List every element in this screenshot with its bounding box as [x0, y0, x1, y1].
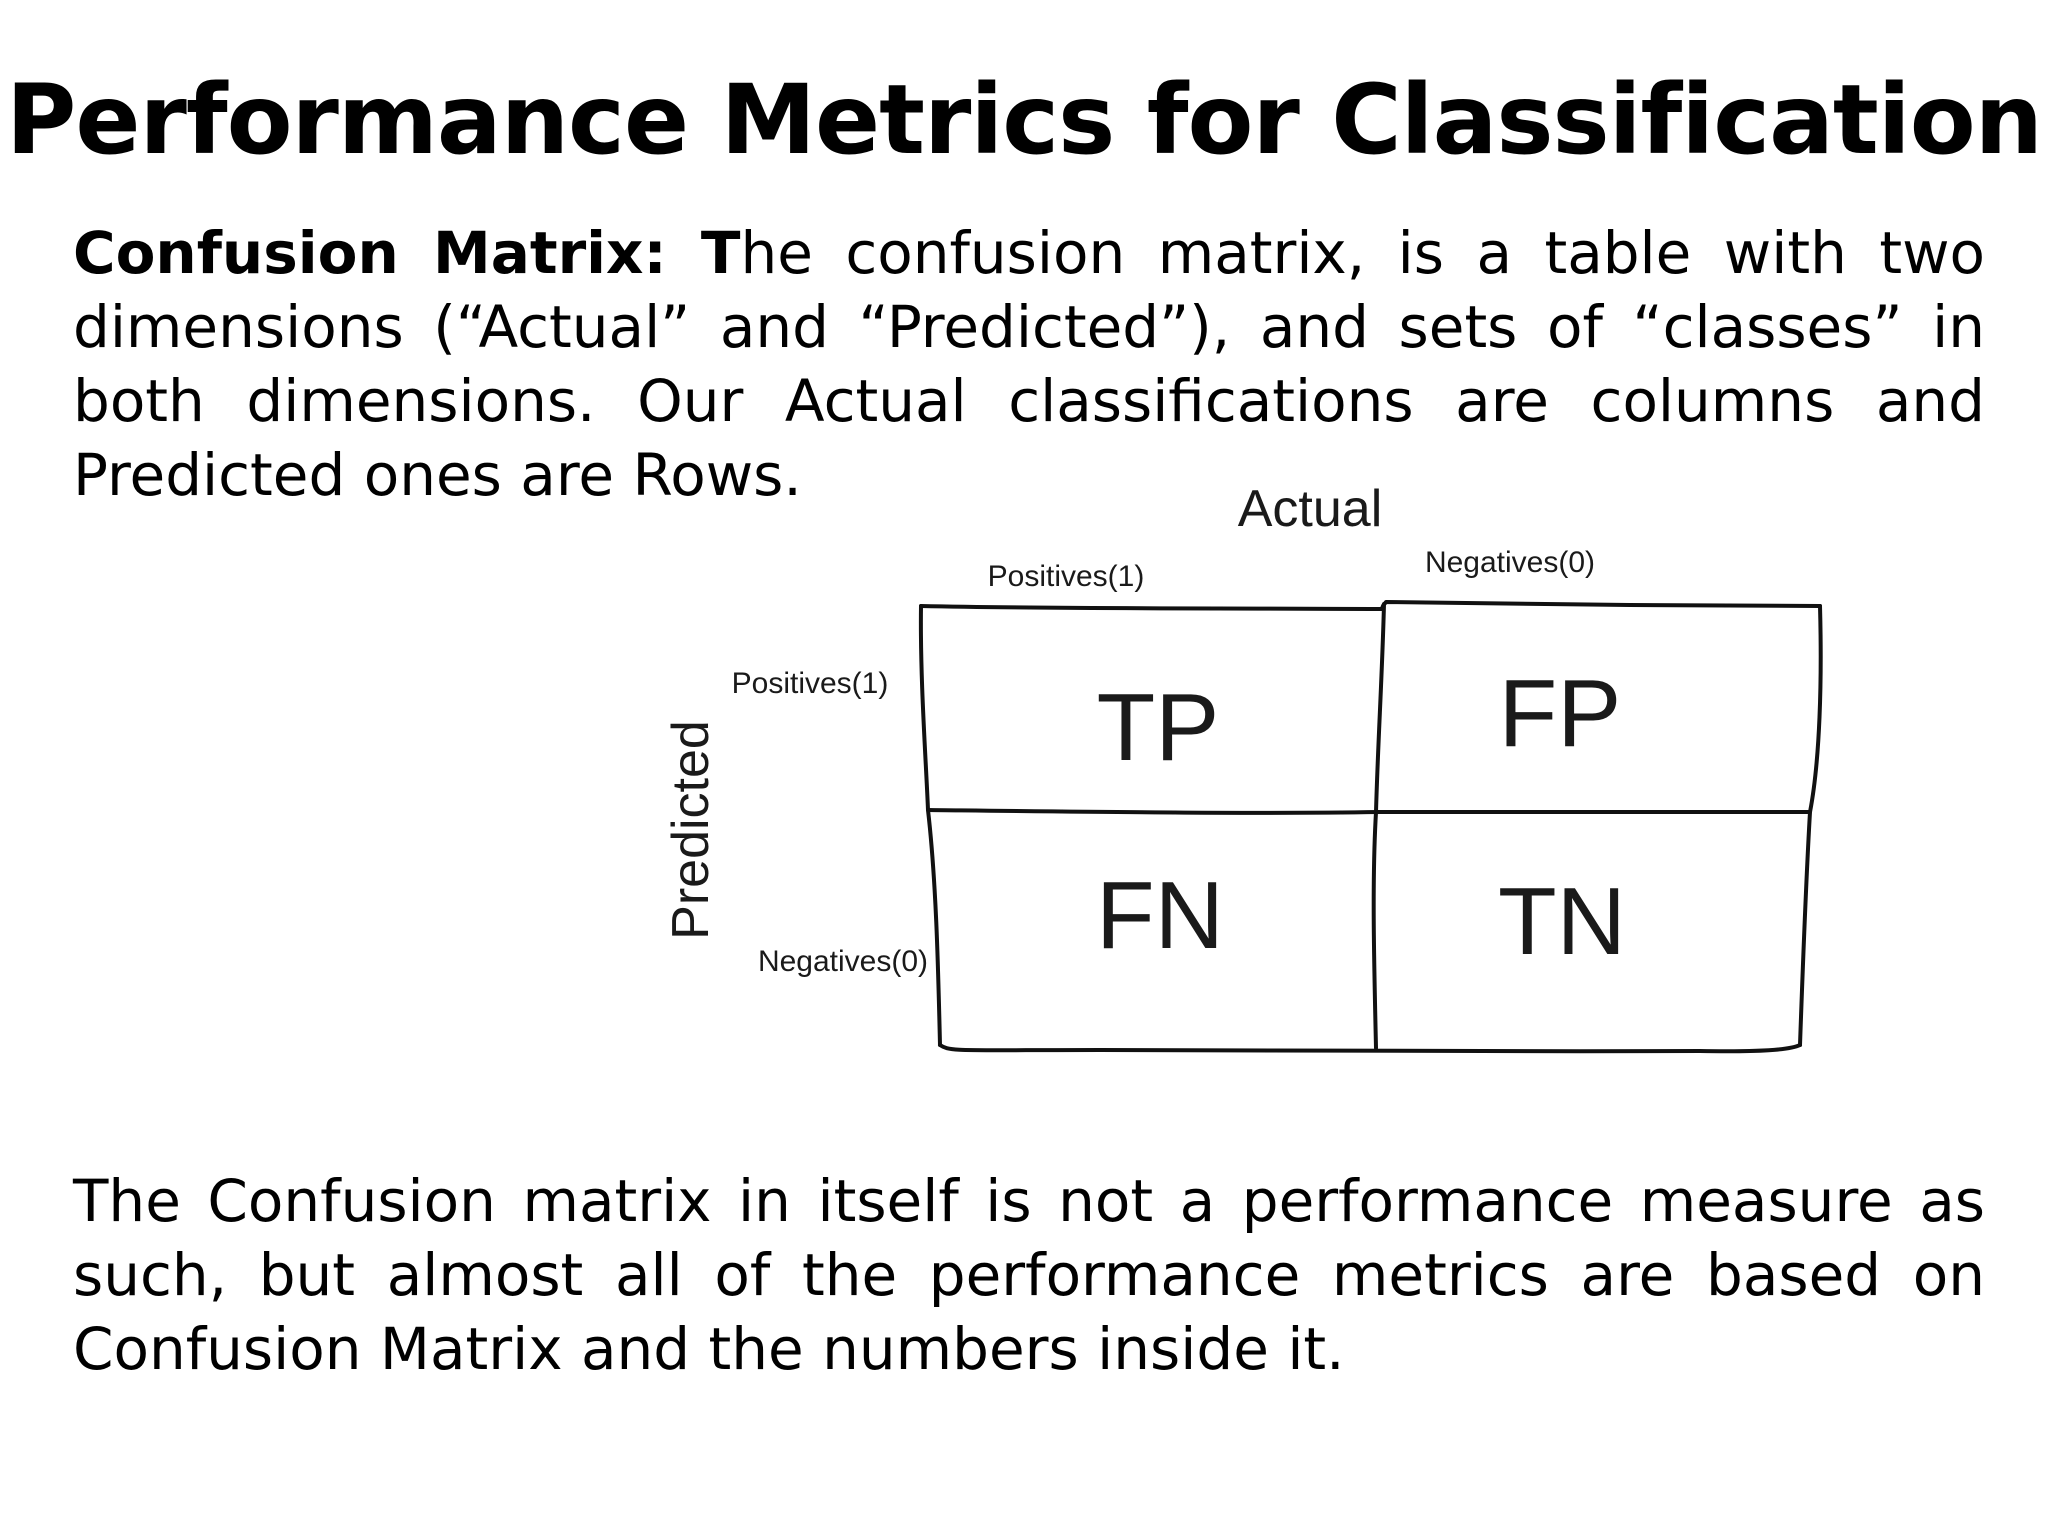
- slide-title: Performance Metrics for Classification: [6, 64, 2043, 176]
- matrix-vertical-divider: [1371, 602, 1386, 1050]
- matrix-right-border: [1798, 604, 1823, 1047]
- matrix-top-border: [919, 600, 1822, 611]
- intro-term: Confusion Matrix: T: [73, 219, 741, 287]
- intro-paragraph: Confusion Matrix: The confusion matrix, …: [73, 216, 1985, 512]
- cell-tn: TN: [1498, 868, 1626, 975]
- cell-fn: FN: [1096, 862, 1224, 969]
- row-label-positives: Positives(1): [732, 667, 889, 700]
- cell-tp: TP: [1097, 674, 1220, 781]
- matrix-left-border: [918, 604, 942, 1047]
- matrix-bottom-border: [938, 1043, 1802, 1054]
- intro-text: he confusion matrix, is a table with two…: [73, 219, 1985, 509]
- row-label-negatives: Negatives(0): [758, 945, 928, 978]
- column-label-positives: Positives(1): [988, 560, 1145, 593]
- predicted-axis-label: Predicted: [662, 720, 720, 940]
- outro-paragraph: The Confusion matrix in itself is not a …: [73, 1167, 1985, 1383]
- column-label-negatives: Negatives(0): [1425, 546, 1595, 579]
- cell-fp: FP: [1499, 660, 1622, 767]
- matrix-horizontal-divider: [926, 808, 1812, 815]
